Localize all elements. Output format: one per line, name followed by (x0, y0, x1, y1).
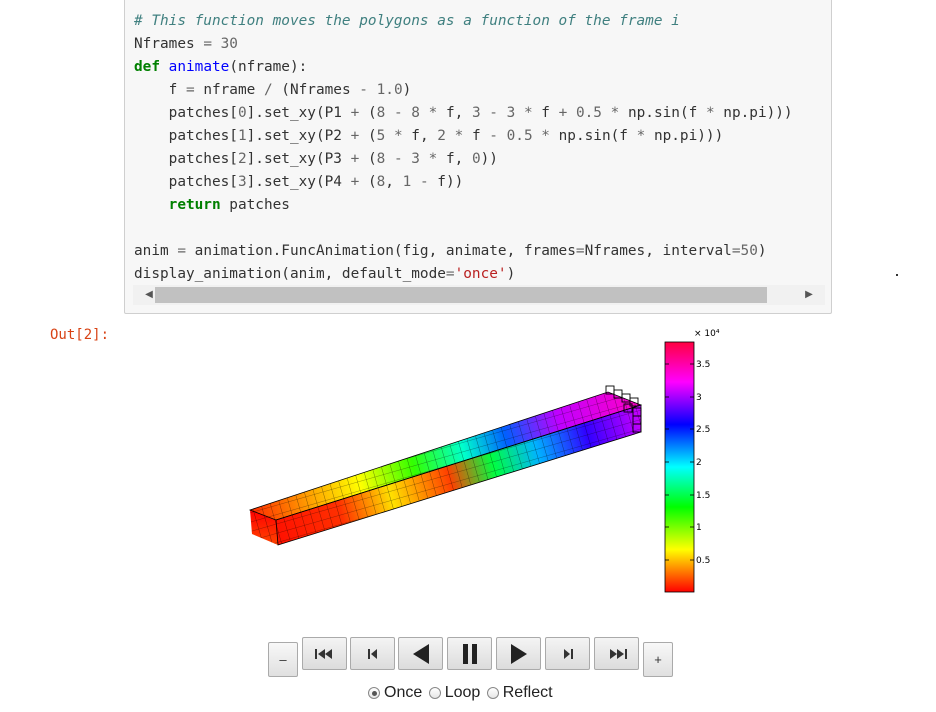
colorbar: × 10⁴ 3.5 3 2.5 2 1.5 1 0.5 (664, 329, 720, 593)
code-line: Nframes = 30 (134, 36, 238, 52)
colorbar-tick-label: 2.5 (696, 425, 710, 435)
mode-loop[interactable]: Loop (428, 684, 481, 702)
scroll-right-icon[interactable]: ▶ (805, 289, 813, 300)
beam-mesh (248, 385, 643, 546)
pause-button[interactable] (447, 637, 492, 670)
next-frame-button[interactable] (545, 637, 590, 670)
horizontal-scrollbar[interactable]: ◀ ▶ (133, 285, 825, 305)
mode-reflect[interactable]: Reflect (486, 684, 553, 702)
stray-dot (896, 274, 898, 276)
animation-figure: × 10⁴ 3.5 3 2.5 2 1.5 1 0.5 (248, 329, 720, 593)
code-line: patches[3].set_xy(P4 + (8, 1 - f)) (134, 174, 464, 190)
previous-frame-icon (367, 648, 377, 659)
code-cell[interactable]: # This function moves the polygons as a … (124, 0, 832, 314)
radio-loop[interactable] (428, 687, 441, 699)
first-frame-icon (314, 648, 332, 659)
colorbar-tick-label: 1.5 (696, 491, 710, 501)
code-editor[interactable]: # This function moves the polygons as a … (134, 10, 793, 286)
play-icon (510, 643, 527, 664)
colorbar-tick-label: 1 (696, 523, 702, 533)
radio-reflect[interactable] (486, 687, 499, 699)
colorbar-tick-label: 2 (696, 458, 702, 468)
code-line: # This function moves the polygons as a … (134, 13, 680, 29)
previous-frame-button[interactable] (350, 637, 395, 670)
mode-reflect-label: Reflect (502, 684, 553, 701)
colorbar-tick-label: 3 (696, 393, 702, 403)
code-line: display_animation(anim, default_mode='on… (134, 266, 516, 282)
increase-speed-label: + (654, 652, 662, 667)
radio-once[interactable] (368, 687, 380, 699)
play-reverse-button[interactable] (398, 637, 443, 670)
decrease-speed-button[interactable]: – (268, 642, 298, 677)
code-line: anim = animation.FuncAnimation(fig, anim… (134, 243, 767, 259)
scrollbar-thumb[interactable] (155, 287, 767, 303)
code-line: def animate(nframe): (134, 59, 308, 75)
code-line: return patches (168, 197, 290, 213)
colorbar-tick-label: 3.5 (696, 360, 710, 370)
decrease-speed-label: – (279, 652, 287, 667)
first-frame-button[interactable] (302, 637, 347, 670)
mode-once-label: Once (384, 684, 423, 701)
play-reverse-icon (412, 643, 429, 664)
code-line: patches[1].set_xy(P2 + (5 * f, 2 * f - 0… (134, 128, 724, 144)
last-frame-icon (609, 648, 627, 659)
code-line: patches[0].set_xy(P1 + (8 - 8 * f, 3 - 3… (134, 105, 793, 121)
mode-once[interactable]: Once (368, 684, 422, 702)
pause-icon (462, 643, 477, 664)
play-button[interactable] (496, 637, 541, 670)
code-line: patches[2].set_xy(P3 + (8 - 3 * f, 0)) (134, 151, 498, 167)
mode-loop-label: Loop (444, 684, 481, 701)
increase-speed-button[interactable]: + (643, 642, 673, 677)
colorbar-tick-label: 0.5 (696, 556, 710, 566)
last-frame-button[interactable] (594, 637, 639, 670)
code-line: f = nframe / (Nframes - 1.0) (134, 82, 412, 98)
colorbar-multiplier: × 10⁴ (694, 329, 720, 339)
loop-mode-selector: Once Loop Reflect (368, 684, 555, 704)
scroll-left-icon[interactable]: ◀ (145, 289, 153, 300)
output-prompt: Out[2]: (50, 327, 110, 343)
animation-controls: – + (268, 637, 688, 682)
next-frame-icon (563, 648, 573, 659)
